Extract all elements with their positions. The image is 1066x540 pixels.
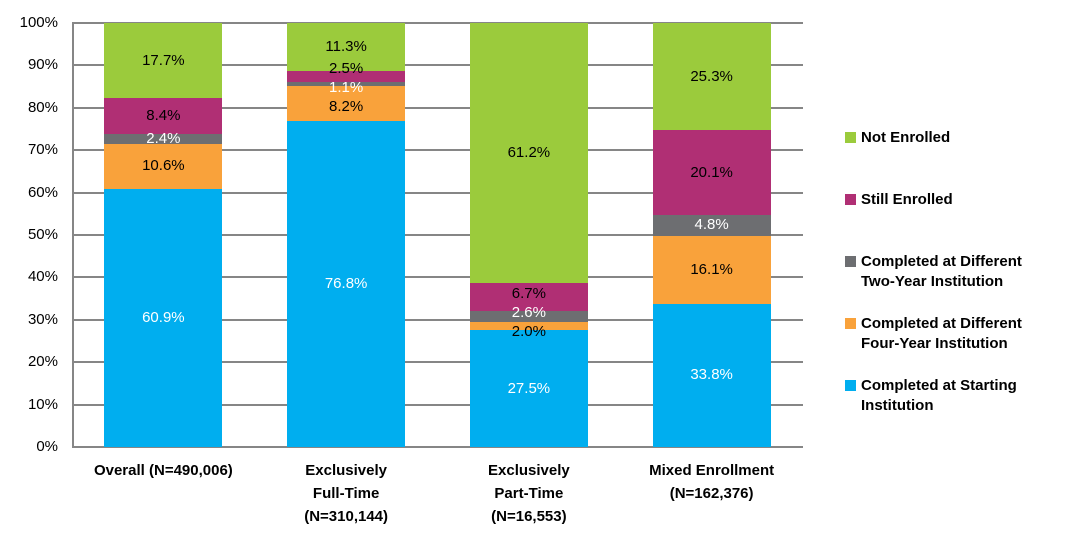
data-label: 60.9% bbox=[142, 308, 185, 326]
category-label-line: (N=162,376) bbox=[669, 485, 754, 502]
bar-segment bbox=[652, 130, 771, 216]
data-label: 10.6% bbox=[142, 157, 185, 175]
y-axis-tick-label: 90% bbox=[27, 56, 58, 74]
category-label-line: Part-Time bbox=[494, 485, 564, 502]
data-label: 61.2% bbox=[507, 143, 551, 161]
bar-3 bbox=[469, 23, 588, 447]
category-label: Exclusively Full-Time (N=310,144) bbox=[254, 459, 438, 528]
legend-label: Completed at Starting Institution bbox=[861, 377, 1017, 414]
gridline bbox=[72, 361, 803, 364]
category-label-line: Mixed Enrollment bbox=[649, 462, 775, 479]
legend-swatch bbox=[845, 132, 856, 143]
category-label: Mixed Enrollment (N=162,376) bbox=[620, 459, 804, 505]
bar-segment bbox=[652, 215, 771, 236]
gridline bbox=[72, 106, 803, 109]
category-label-line: Full-Time bbox=[312, 485, 380, 502]
y-axis-line bbox=[72, 23, 74, 447]
data-label: 2.4% bbox=[146, 129, 181, 147]
y-axis-tick-label: 30% bbox=[27, 310, 58, 328]
y-axis-tick-label: 60% bbox=[27, 183, 58, 201]
bar-segment bbox=[287, 81, 406, 87]
bar-segment bbox=[104, 143, 223, 189]
bar-segment bbox=[652, 303, 771, 447]
bar-segment bbox=[652, 235, 771, 304]
bar-segment bbox=[287, 70, 406, 82]
data-label: 33.8% bbox=[690, 366, 733, 384]
legend-label: Completed at Different Two-Year Institut… bbox=[861, 253, 1022, 290]
data-label: 6.7% bbox=[511, 285, 546, 303]
gridline bbox=[72, 64, 803, 67]
data-label: 1.1% bbox=[329, 78, 364, 96]
legend-item: Completed at Starting Institution bbox=[845, 376, 1056, 416]
y-axis-tick-label: 70% bbox=[27, 141, 58, 159]
data-label: 76.8% bbox=[324, 275, 368, 293]
data-label: 2.5% bbox=[329, 59, 364, 77]
bar-segment bbox=[104, 133, 223, 144]
legend-swatch bbox=[845, 380, 856, 391]
category-label: Overall (N=490,006) bbox=[71, 459, 255, 482]
legend-swatch bbox=[845, 318, 856, 329]
bar-1 bbox=[104, 23, 223, 447]
y-axis-tick-label: 40% bbox=[27, 268, 58, 286]
data-label: 27.5% bbox=[507, 379, 551, 397]
bar-segment bbox=[104, 23, 223, 99]
y-axis-tick-label: 80% bbox=[27, 98, 58, 116]
gridline bbox=[72, 149, 803, 152]
legend-item: Not Enrolled bbox=[845, 128, 1056, 148]
data-label: 8.2% bbox=[329, 97, 364, 115]
data-label: 4.8% bbox=[694, 216, 729, 234]
category-label: Exclusively Part-Time (N=16,553) bbox=[437, 459, 621, 528]
y-axis-tick-label: 50% bbox=[27, 226, 58, 243]
y-axis-tick-label: 100% bbox=[19, 14, 58, 31]
bar-segment bbox=[287, 121, 406, 447]
data-label: 17.7% bbox=[142, 51, 185, 69]
legend-label: Not Enrolled bbox=[861, 129, 951, 146]
category-label-line: (N=310,144) bbox=[304, 508, 389, 525]
data-label: 25.3% bbox=[690, 67, 733, 85]
gridline bbox=[72, 276, 803, 279]
data-label: 16.1% bbox=[690, 260, 733, 278]
bar-segment bbox=[652, 23, 771, 131]
data-label: 8.4% bbox=[146, 106, 181, 124]
bar-4 bbox=[652, 23, 771, 447]
category-label-line: Exclusively bbox=[488, 462, 570, 479]
bar-2 bbox=[287, 23, 406, 447]
legend-label: Still Enrolled bbox=[861, 191, 953, 208]
bar-segment bbox=[104, 188, 223, 447]
legend-label: Completed at Different Four-Year Institu… bbox=[861, 315, 1022, 352]
data-label: 11.3% bbox=[325, 37, 367, 55]
data-label: 20.1% bbox=[690, 163, 733, 181]
bar-segment bbox=[287, 86, 406, 122]
gridline bbox=[72, 234, 803, 236]
legend-item: Still Enrolled bbox=[845, 190, 1056, 210]
y-axis-tick-label: 10% bbox=[27, 395, 58, 413]
gridline bbox=[72, 22, 803, 24]
gridline bbox=[72, 403, 803, 406]
bar-segment bbox=[104, 98, 223, 134]
bar-segment bbox=[469, 330, 588, 447]
gridline bbox=[72, 446, 803, 448]
legend-item: Completed at Different Four-Year Institu… bbox=[845, 314, 1056, 354]
legend-item: Completed at Different Two-Year Institut… bbox=[845, 252, 1056, 292]
y-axis-tick-label: 20% bbox=[27, 353, 58, 371]
bar-segment bbox=[469, 282, 588, 311]
bar-segment bbox=[469, 310, 588, 322]
category-label-line: (N=16,553) bbox=[491, 508, 567, 525]
gridline bbox=[72, 318, 803, 321]
legend-swatch bbox=[845, 194, 856, 205]
category-label-line: Exclusively bbox=[305, 462, 387, 479]
bar-segment bbox=[469, 23, 588, 283]
data-label: 2.0% bbox=[511, 323, 546, 341]
legend-swatch bbox=[845, 256, 856, 267]
gridline bbox=[72, 191, 803, 194]
y-axis-tick-label: 0% bbox=[36, 438, 58, 455]
bar-segment bbox=[287, 23, 406, 71]
data-label: 2.6% bbox=[511, 304, 546, 322]
category-label-line: Overall (N=490,006) bbox=[93, 462, 233, 479]
bar-segment bbox=[469, 321, 588, 331]
